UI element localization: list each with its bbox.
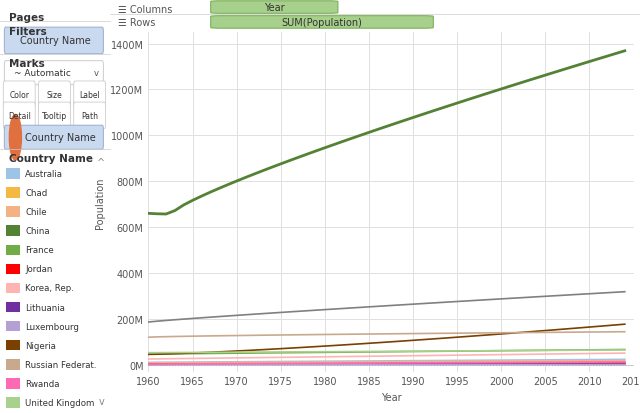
Text: v: v [99, 396, 104, 406]
FancyBboxPatch shape [6, 188, 20, 199]
FancyBboxPatch shape [6, 359, 20, 370]
Text: Country Name: Country Name [20, 36, 90, 46]
Text: SUM(Population): SUM(Population) [282, 18, 362, 28]
Y-axis label: Population: Population [95, 177, 105, 228]
FancyBboxPatch shape [3, 82, 35, 108]
Text: Luxembourg: Luxembourg [26, 322, 79, 331]
Text: Detail: Detail [8, 112, 31, 121]
Text: Jordan: Jordan [26, 265, 52, 274]
FancyBboxPatch shape [38, 103, 70, 129]
Text: Country Name: Country Name [25, 133, 96, 143]
FancyBboxPatch shape [211, 2, 338, 14]
Text: Label: Label [79, 90, 100, 100]
FancyBboxPatch shape [6, 302, 20, 313]
FancyBboxPatch shape [6, 226, 20, 237]
FancyBboxPatch shape [6, 321, 20, 332]
FancyBboxPatch shape [74, 82, 106, 108]
Text: Nigeria: Nigeria [26, 341, 56, 350]
Circle shape [10, 115, 22, 161]
Text: ^: ^ [97, 158, 105, 168]
FancyBboxPatch shape [4, 28, 104, 55]
FancyBboxPatch shape [6, 283, 20, 294]
Text: Korea, Rep.: Korea, Rep. [26, 284, 74, 293]
Text: Tooltip: Tooltip [42, 112, 67, 121]
Text: Marks: Marks [9, 59, 45, 69]
Text: Russian Federat.: Russian Federat. [26, 360, 97, 369]
FancyBboxPatch shape [4, 126, 104, 150]
Text: Chad: Chad [26, 189, 47, 198]
Text: Color: Color [9, 90, 29, 100]
FancyBboxPatch shape [6, 397, 20, 408]
Text: Country Name: Country Name [9, 154, 93, 164]
FancyBboxPatch shape [4, 62, 104, 85]
FancyBboxPatch shape [6, 378, 20, 389]
Text: Size: Size [47, 90, 62, 100]
Text: Lithuania: Lithuania [26, 303, 65, 312]
Text: ☰ Rows: ☰ Rows [118, 19, 156, 28]
Text: ~ Automatic: ~ Automatic [14, 69, 71, 78]
FancyBboxPatch shape [6, 264, 20, 275]
Text: France: France [26, 246, 54, 255]
FancyBboxPatch shape [6, 169, 20, 180]
FancyBboxPatch shape [6, 340, 20, 351]
Text: Chile: Chile [26, 208, 47, 217]
Text: Rwanda: Rwanda [26, 379, 60, 388]
FancyBboxPatch shape [6, 207, 20, 218]
FancyBboxPatch shape [3, 103, 35, 129]
FancyBboxPatch shape [74, 103, 106, 129]
FancyBboxPatch shape [211, 17, 433, 29]
Text: Year: Year [264, 3, 285, 13]
Text: v: v [94, 69, 99, 78]
Text: China: China [26, 227, 50, 236]
Text: Path: Path [81, 112, 98, 121]
Text: ☰ Columns: ☰ Columns [118, 5, 172, 15]
FancyBboxPatch shape [38, 82, 70, 108]
Text: Pages: Pages [9, 13, 44, 23]
X-axis label: Year: Year [381, 392, 401, 402]
Text: United Kingdom: United Kingdom [26, 398, 95, 407]
Text: Australia: Australia [26, 170, 63, 179]
Text: Filters: Filters [9, 27, 47, 37]
FancyBboxPatch shape [6, 245, 20, 256]
